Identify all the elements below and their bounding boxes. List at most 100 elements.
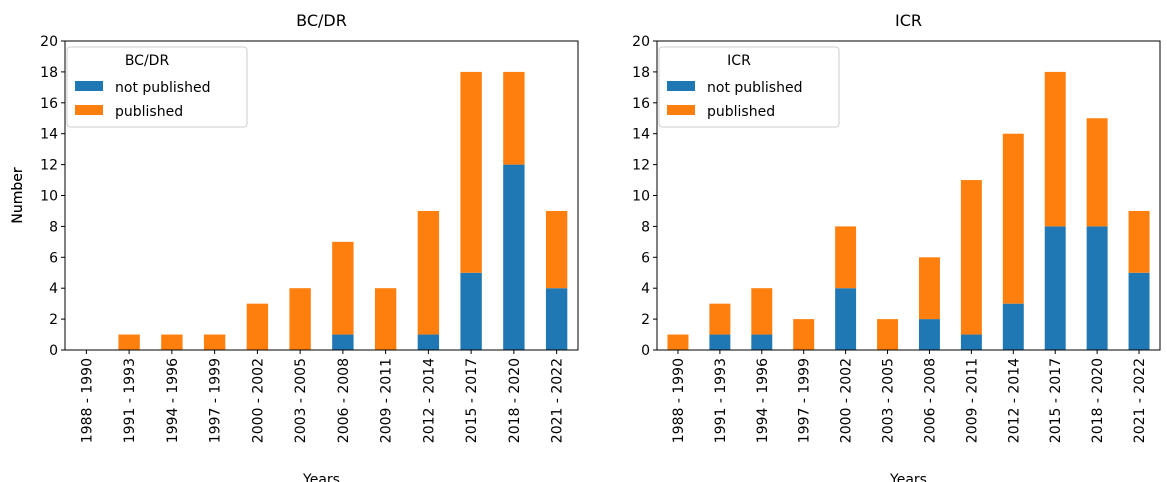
bar-segment: [503, 71, 525, 165]
bar-segment: [1086, 118, 1108, 227]
x-tick-label: 2006 - 2008: [336, 358, 352, 443]
bar-segment: [793, 319, 815, 350]
y-tick-label: 18: [632, 65, 650, 81]
bar-segment: [203, 334, 226, 350]
bar-segment: [667, 334, 689, 350]
y-tick-label: 10: [40, 189, 58, 205]
y-tick-label: 4: [641, 281, 650, 297]
bar-segment: [751, 288, 773, 335]
legend-label: not published: [115, 80, 210, 96]
bar-segment: [751, 334, 773, 350]
x-tick-label: 1991 - 1993: [713, 358, 729, 443]
x-tick-label: 1988 - 1990: [79, 358, 95, 443]
legend-swatch: [75, 105, 103, 115]
x-tick-label: 2021 - 2022: [550, 358, 566, 443]
bar-segment: [960, 334, 982, 350]
x-tick-label: 1994 - 1996: [165, 358, 181, 443]
y-tick-label: 18: [40, 65, 58, 81]
x-tick-label: 1991 - 1993: [122, 358, 138, 443]
y-tick-label: 16: [40, 96, 58, 112]
x-axis-label: Years: [302, 472, 340, 482]
chart-title: ICR: [895, 11, 922, 30]
x-tick-label: 2009 - 2011: [379, 358, 395, 443]
plot-frame: [64, 40, 579, 351]
x-tick-label: 1988 - 1990: [671, 358, 687, 443]
legend-box: [66, 46, 248, 128]
x-tick-label: 2018 - 2020: [1090, 358, 1106, 443]
y-tick-label: 6: [49, 250, 58, 266]
bar-segment: [1044, 226, 1066, 350]
x-tick-label: 2003 - 2005: [881, 358, 897, 443]
bar-segment: [417, 334, 440, 350]
bar-segment: [503, 164, 525, 350]
y-axis-label: Number: [10, 167, 26, 223]
bar-segment: [246, 303, 269, 350]
bar-segment: [1002, 303, 1024, 350]
bar-segment: [161, 334, 183, 350]
bar-segment: [960, 180, 982, 335]
bar-segment: [460, 272, 482, 350]
x-tick-label: 2009 - 2011: [964, 358, 980, 443]
x-tick-label: 2015 - 2017: [464, 358, 480, 443]
y-tick-label: 2: [641, 312, 650, 328]
y-tick-label: 8: [49, 219, 58, 235]
legend-title: BC/DR: [125, 53, 170, 69]
bar-segment: [918, 257, 940, 320]
bar-segment: [374, 288, 397, 350]
bar-segment: [545, 288, 568, 350]
bar-segment: [417, 210, 440, 335]
y-tick-label: 12: [40, 158, 58, 174]
y-tick-label: 2: [49, 312, 58, 328]
bar-segment: [332, 241, 354, 335]
bar-segment: [460, 71, 482, 273]
y-tick-label: 14: [632, 127, 650, 143]
y-tick-label: 12: [632, 158, 650, 174]
bar-segment: [1128, 210, 1150, 273]
y-tick-label: 0: [641, 343, 650, 359]
legend-label: published: [707, 104, 775, 120]
x-tick-label: 2000 - 2002: [250, 358, 266, 443]
y-tick-label: 14: [40, 127, 58, 143]
x-tick-label: 2000 - 2002: [839, 358, 855, 443]
bar-segment: [118, 334, 140, 350]
y-tick-label: 20: [632, 34, 650, 50]
x-tick-label: 2015 - 2017: [1048, 358, 1064, 443]
bar-segment: [1086, 226, 1108, 350]
bar-segment: [709, 334, 731, 350]
y-tick-label: 10: [632, 189, 650, 205]
y-tick-label: 16: [632, 96, 650, 112]
legend-label: published: [115, 104, 183, 120]
y-tick-label: 8: [641, 219, 650, 235]
legend-swatch: [667, 81, 695, 91]
bar-segment: [1002, 133, 1024, 304]
legend-box: [658, 46, 840, 128]
bar-segment: [918, 319, 940, 350]
legend-swatch: [75, 81, 103, 91]
x-tick-label: 1994 - 1996: [755, 358, 771, 443]
y-tick-label: 20: [40, 34, 58, 50]
bar-segment: [545, 210, 568, 289]
legend-title: ICR: [727, 53, 751, 69]
x-tick-label: 2018 - 2020: [507, 358, 523, 443]
x-tick-label: 2003 - 2005: [293, 358, 309, 443]
bar-segment: [835, 288, 857, 350]
bar-segment: [877, 319, 899, 350]
y-tick-label: 4: [49, 281, 58, 297]
bar-segment: [332, 334, 354, 350]
legend-label: not published: [707, 80, 802, 96]
bar-segment: [1044, 71, 1066, 227]
x-tick-label: 2012 - 2014: [1006, 358, 1022, 443]
x-tick-label: 1997 - 1999: [208, 358, 224, 443]
bar-segment: [709, 303, 731, 335]
y-tick-label: 6: [641, 250, 650, 266]
x-tick-label: 1997 - 1999: [797, 358, 813, 443]
y-axis-label: Number: [10, 167, 26, 223]
legend-swatch: [667, 105, 695, 115]
x-axis-label: Years: [889, 472, 927, 482]
plot-frame: [656, 40, 1161, 351]
bar-segment: [1128, 272, 1150, 350]
x-tick-label: 2021 - 2022: [1132, 358, 1148, 443]
bar-segment: [835, 226, 857, 289]
bar-segment: [289, 288, 311, 350]
